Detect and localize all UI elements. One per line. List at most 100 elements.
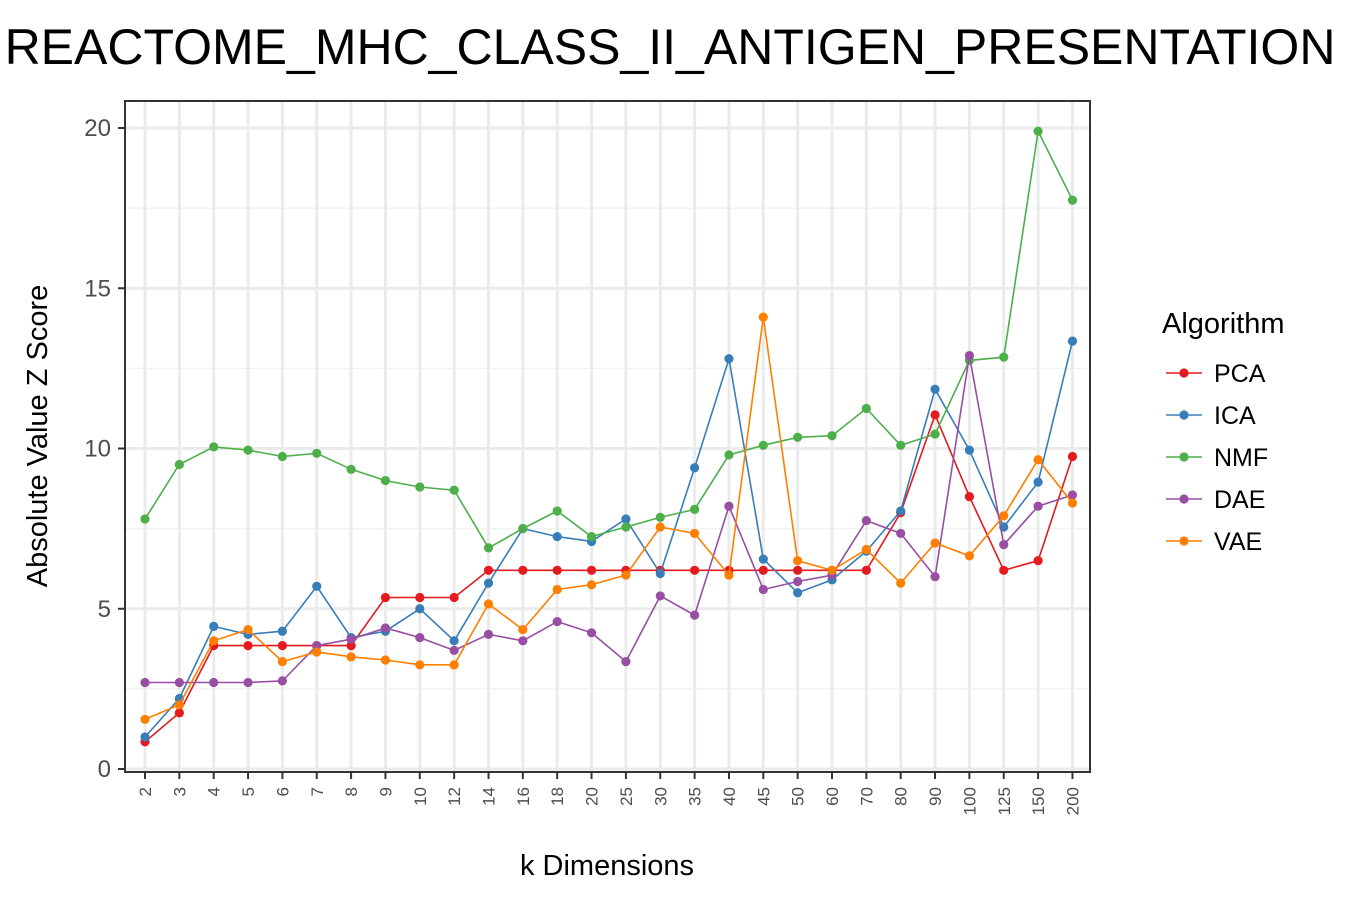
data-point-vae: [655, 522, 665, 532]
data-point-vae: [724, 570, 734, 580]
data-point-nmf: [346, 464, 356, 474]
data-point-nmf: [174, 459, 184, 470]
data-point-nmf: [415, 482, 425, 492]
data-point-nmf: [140, 514, 150, 524]
data-point-vae: [827, 565, 837, 575]
legend-key-point-dae: [1179, 494, 1189, 504]
data-point-vae: [380, 655, 391, 665]
data-point-dae: [758, 584, 768, 595]
data-point-vae: [1067, 498, 1078, 508]
data-point-nmf: [861, 403, 871, 414]
data-point-nmf: [1033, 126, 1043, 136]
data-point-dae: [140, 677, 150, 688]
data-point-nmf: [209, 442, 219, 452]
x-tick-label: 70: [857, 787, 876, 806]
data-point-dae: [243, 677, 253, 688]
x-tick-label: 12: [445, 787, 464, 806]
data-point-nmf: [380, 475, 391, 486]
data-point-dae: [724, 501, 734, 511]
data-point-vae: [758, 312, 768, 322]
x-tick-label: 40: [720, 787, 739, 806]
x-tick-label: 7: [308, 787, 327, 796]
x-tick-label: 8: [342, 787, 361, 796]
data-point-vae: [621, 570, 631, 580]
data-point-pca: [999, 565, 1009, 575]
data-point-vae: [346, 652, 356, 662]
x-axis: 2 3 4 5 6 7 8 9 10 12 14 16 18 20 25 30 35 40 45 50 60 70 80 90…: [136, 772, 1082, 815]
data-point-nmf: [552, 506, 562, 516]
data-point-nmf: [690, 504, 700, 514]
y-axis: 0 5 10 15 20: [84, 115, 125, 783]
data-point-nmf: [724, 450, 734, 460]
data-point-ica: [896, 506, 906, 516]
data-point-vae: [518, 624, 528, 635]
data-point-dae: [346, 634, 356, 644]
data-point-ica: [312, 581, 322, 591]
data-point-ica: [1033, 477, 1043, 487]
data-point-ica: [209, 621, 219, 631]
data-point-nmf: [896, 440, 906, 450]
x-tick-label: 6: [273, 787, 292, 796]
x-tick-label: 150: [1029, 787, 1048, 815]
data-point-vae: [930, 538, 940, 548]
data-point-pca: [552, 565, 562, 575]
data-point-vae: [793, 556, 803, 566]
data-point-dae: [1067, 490, 1078, 500]
grid-lines: [125, 101, 1090, 772]
data-point-pca: [758, 565, 768, 575]
x-tick-label: 25: [617, 787, 636, 806]
legend-key-point-pca: [1179, 368, 1189, 378]
x-tick-label: 50: [789, 787, 808, 806]
data-point-nmf: [518, 524, 528, 534]
data-point-ica: [552, 532, 562, 542]
y-tick-label: 15: [84, 275, 111, 302]
data-point-vae: [861, 544, 871, 555]
data-point-dae: [415, 632, 425, 643]
x-tick-label: 18: [548, 787, 567, 806]
data-point-vae: [174, 700, 184, 710]
y-tick-label: 0: [98, 756, 111, 783]
x-tick-label: 10: [411, 787, 430, 806]
data-point-vae: [449, 660, 459, 670]
data-point-ica: [655, 568, 665, 579]
x-tick-label: 2: [136, 787, 155, 796]
data-point-vae: [552, 584, 562, 595]
x-axis-title: k Dimensions: [520, 850, 694, 882]
data-point-nmf: [793, 432, 803, 442]
data-point-nmf: [1067, 195, 1078, 205]
x-tick-label: 200: [1063, 787, 1082, 815]
data-point-dae: [380, 623, 391, 633]
legend-key-point-ica: [1179, 410, 1189, 420]
data-point-pca: [277, 641, 287, 651]
x-tick-label: 16: [514, 787, 533, 806]
data-point-dae: [552, 616, 562, 627]
data-point-ica: [930, 384, 940, 394]
data-point-vae: [1033, 455, 1043, 465]
data-point-ica: [449, 636, 459, 646]
data-point-nmf: [449, 485, 459, 495]
legend-label-ica: ICA: [1214, 402, 1256, 430]
data-point-dae: [174, 677, 184, 688]
x-tick-label: 60: [823, 787, 842, 806]
data-point-vae: [209, 636, 219, 646]
data-point-dae: [861, 516, 871, 526]
data-point-dae: [999, 540, 1009, 550]
legend-label-pca: PCA: [1214, 360, 1266, 388]
data-point-pca: [964, 491, 975, 502]
x-tick-label: 14: [480, 787, 499, 806]
data-point-ica: [964, 445, 975, 455]
data-point-ica: [758, 554, 768, 564]
data-point-pca: [586, 565, 597, 575]
data-point-vae: [896, 578, 906, 588]
x-tick-label: 100: [960, 787, 979, 815]
x-tick-label: 80: [892, 787, 911, 806]
data-point-pca: [346, 641, 356, 651]
series-layer: [140, 126, 1078, 747]
data-point-pca: [793, 565, 803, 575]
data-point-pca: [174, 708, 184, 718]
data-point-vae: [483, 599, 494, 609]
data-point-ica: [621, 514, 631, 524]
y-tick-label: 5: [98, 596, 111, 623]
legend-title: Algorithm: [1162, 308, 1285, 340]
